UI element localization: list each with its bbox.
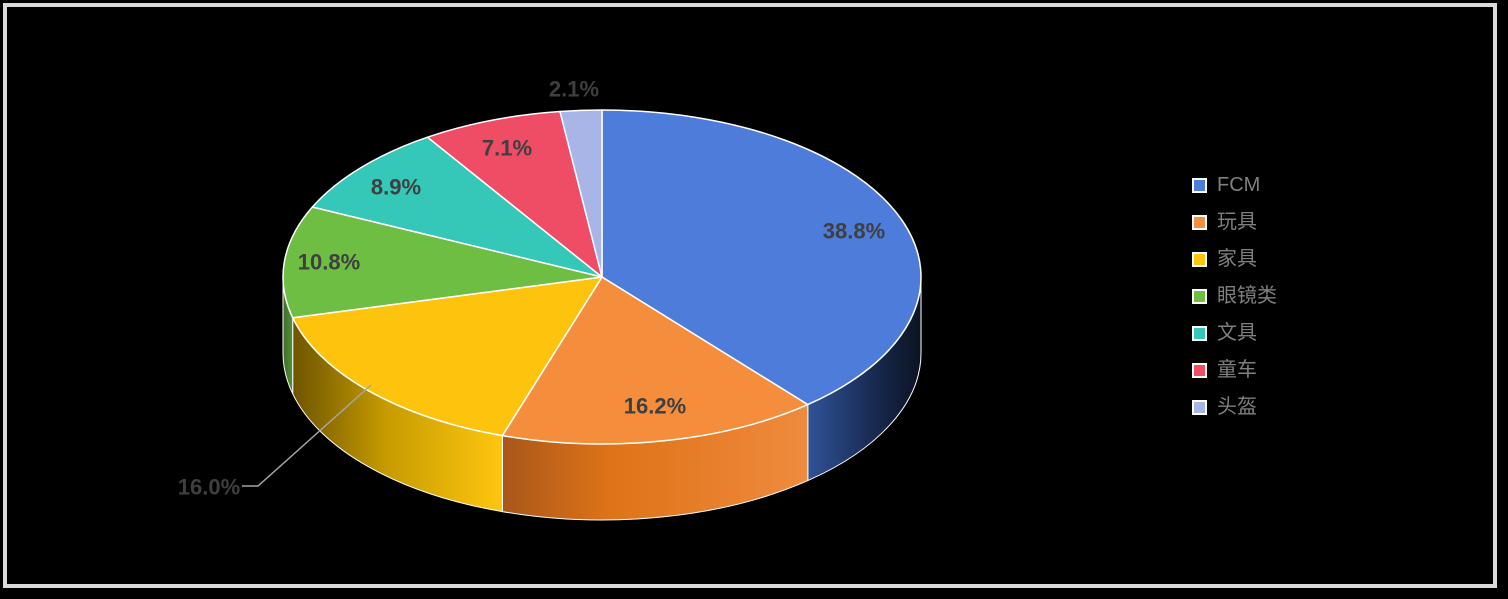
legend-label: FCM bbox=[1217, 174, 1261, 196]
legend-item-6: 头盔 bbox=[1192, 396, 1277, 418]
legend-swatch bbox=[1192, 251, 1207, 267]
legend-swatch bbox=[1192, 325, 1207, 341]
legend-label: 文具 bbox=[1217, 322, 1257, 344]
legend-swatch bbox=[1192, 362, 1207, 378]
pie-slice-0 bbox=[601, 109, 922, 406]
legend-item-3: 眼镜类 bbox=[1192, 285, 1277, 307]
chart-legend: FCM 玩具 家具 眼镜类 文具 童车 头盔 bbox=[1192, 174, 1277, 433]
legend-item-2: 家具 bbox=[1192, 248, 1277, 270]
legend-swatch bbox=[1192, 177, 1207, 193]
legend-item-0: FCM bbox=[1192, 174, 1277, 196]
pie-slice-1 bbox=[501, 276, 809, 445]
percent-label: 38.8% bbox=[823, 219, 885, 244]
legend-label: 家具 bbox=[1217, 248, 1257, 270]
pie-slice-3 bbox=[282, 206, 603, 319]
legend-label: 头盔 bbox=[1217, 396, 1257, 418]
legend-item-4: 文具 bbox=[1192, 322, 1277, 344]
legend-label: 童车 bbox=[1217, 359, 1257, 381]
pie-slice-4 bbox=[311, 136, 603, 278]
legend-item-5: 童车 bbox=[1192, 359, 1277, 381]
pie-slice-6 bbox=[559, 109, 603, 278]
percent-label: 8.9% bbox=[371, 175, 421, 200]
percent-label: 7.1% bbox=[482, 136, 532, 161]
legend-swatch bbox=[1192, 399, 1207, 415]
percent-label: 2.1% bbox=[549, 77, 599, 102]
pie-slice-5 bbox=[426, 110, 603, 278]
legend-label: 眼镜类 bbox=[1217, 285, 1277, 307]
legend-swatch bbox=[1192, 288, 1207, 304]
percent-label: 16.2% bbox=[624, 394, 686, 419]
legend-item-1: 玩具 bbox=[1192, 211, 1277, 233]
pie-slice-2 bbox=[291, 276, 603, 437]
percent-label: 10.8% bbox=[298, 250, 360, 275]
legend-swatch bbox=[1192, 214, 1207, 230]
legend-label: 玩具 bbox=[1217, 211, 1257, 233]
leader-line bbox=[242, 384, 372, 487]
percent-label: 16.0% bbox=[178, 475, 240, 500]
